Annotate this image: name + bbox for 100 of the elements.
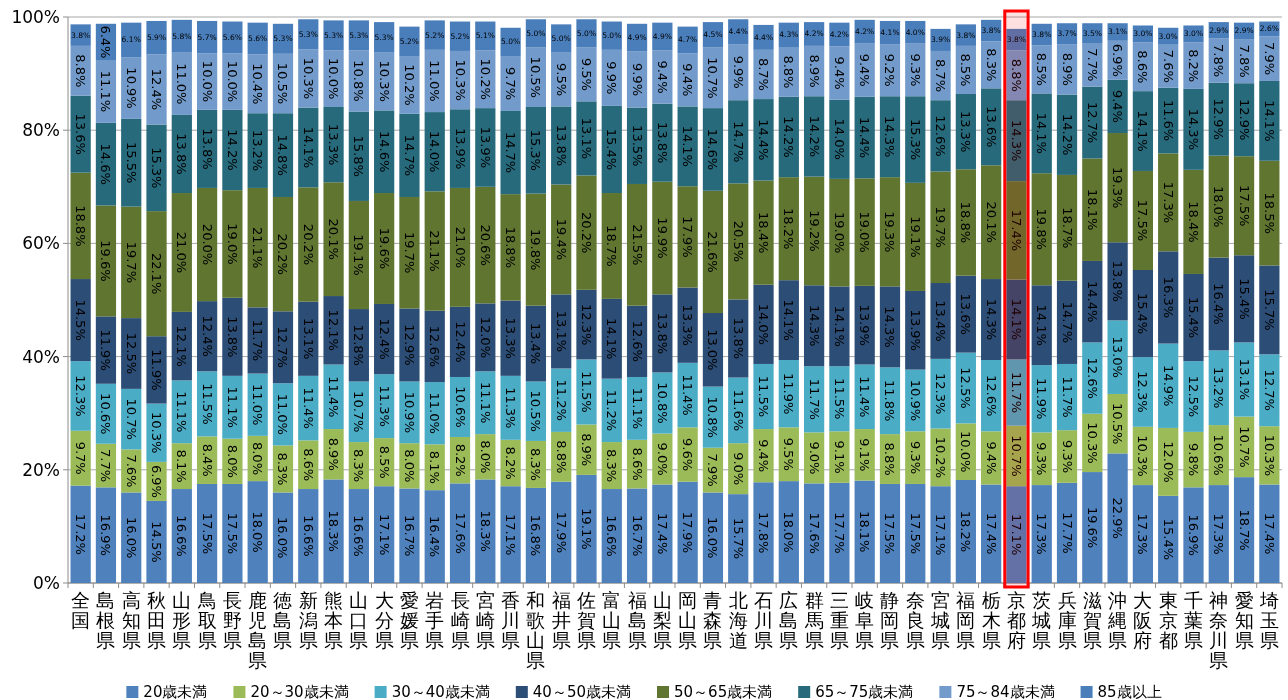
data-label: 17.5% bbox=[1236, 185, 1252, 227]
bar bbox=[677, 186, 698, 288]
data-label: 14.6% bbox=[98, 143, 114, 185]
x-tick-label: 山形県 bbox=[172, 589, 192, 651]
data-label: 14.1% bbox=[300, 126, 316, 169]
x-tick-label: 奈良県 bbox=[905, 589, 925, 651]
bar bbox=[905, 182, 926, 291]
data-label: 17.6% bbox=[452, 512, 468, 554]
data-label: 16.6% bbox=[604, 515, 620, 557]
data-label: 18.1% bbox=[1084, 189, 1100, 231]
data-label: 16.6% bbox=[351, 515, 367, 557]
data-label: 16.0% bbox=[705, 517, 721, 559]
data-label: 8.9% bbox=[1059, 52, 1075, 86]
bar bbox=[1006, 486, 1027, 583]
data-label: 8.7% bbox=[756, 57, 772, 91]
x-tick-label: 滋賀県 bbox=[1082, 589, 1102, 651]
data-label: 18.0% bbox=[250, 511, 266, 553]
bar bbox=[576, 101, 597, 176]
bar bbox=[1107, 453, 1128, 583]
bar bbox=[222, 190, 243, 298]
bar bbox=[121, 206, 142, 319]
bar bbox=[702, 190, 724, 314]
data-label: 9.7% bbox=[73, 441, 89, 475]
data-label: 10.0% bbox=[958, 431, 974, 473]
data-label: 19.1% bbox=[907, 216, 923, 258]
data-label: 21.1% bbox=[427, 230, 443, 272]
bar bbox=[829, 482, 850, 583]
bar bbox=[374, 486, 395, 583]
bar bbox=[829, 366, 850, 432]
bar bbox=[1006, 100, 1027, 182]
data-label: 13.8% bbox=[730, 317, 746, 360]
data-label: 18.0% bbox=[781, 511, 797, 553]
data-label: 9.9% bbox=[730, 55, 746, 89]
data-label: 9.4% bbox=[654, 60, 670, 94]
bar bbox=[1183, 169, 1204, 274]
data-label: 13.0% bbox=[705, 329, 721, 371]
data-label: 14.4% bbox=[1084, 281, 1100, 323]
data-label: 8.3% bbox=[351, 449, 367, 483]
data-label: 12.4% bbox=[376, 318, 392, 360]
bar bbox=[500, 56, 521, 111]
data-label: 19.0% bbox=[857, 211, 873, 253]
data-label: 11.9% bbox=[98, 329, 114, 371]
data-label: 8.4% bbox=[199, 443, 215, 477]
bar bbox=[399, 113, 420, 197]
data-label: 11.7% bbox=[806, 378, 822, 420]
data-label: 17.3% bbox=[1160, 181, 1176, 224]
data-label: 8.1% bbox=[427, 450, 443, 484]
data-label: 14.7% bbox=[503, 131, 519, 174]
data-label: 13.6% bbox=[958, 293, 974, 335]
x-tick-label: 岩手県 bbox=[425, 589, 445, 651]
data-label: 19.6% bbox=[98, 240, 114, 282]
bar bbox=[576, 19, 597, 48]
bar bbox=[500, 486, 521, 583]
data-label: 10.3% bbox=[1084, 422, 1100, 464]
bar bbox=[424, 191, 445, 311]
x-tick-label: 岐阜県 bbox=[855, 589, 875, 651]
data-label: 13.8% bbox=[1110, 260, 1126, 302]
data-label: 11.1% bbox=[477, 382, 493, 424]
bar bbox=[146, 20, 167, 55]
data-label: 12.8% bbox=[351, 324, 367, 366]
data-label: 12.9% bbox=[1211, 98, 1227, 140]
x-tick-label: 広島県 bbox=[779, 589, 799, 651]
data-label: 17.4% bbox=[1008, 209, 1024, 252]
bar bbox=[879, 483, 901, 583]
bar bbox=[930, 358, 951, 429]
data-label: 9.1% bbox=[857, 438, 873, 472]
data-label: 19.2% bbox=[806, 210, 822, 252]
bar bbox=[323, 20, 344, 51]
data-label: 17.1% bbox=[503, 513, 519, 556]
bar bbox=[753, 284, 774, 364]
x-tick-label: 岡山県 bbox=[678, 589, 698, 651]
data-label: 18.8% bbox=[958, 201, 974, 244]
data-label: 13.8% bbox=[199, 128, 215, 170]
data-label: 17.2% bbox=[73, 513, 89, 555]
data-label: 19.3% bbox=[882, 211, 898, 253]
data-label: 17.8% bbox=[756, 511, 772, 554]
data-label: 11.1% bbox=[98, 70, 114, 113]
bar bbox=[399, 308, 420, 382]
x-tick-label: 京都府 bbox=[1006, 589, 1026, 651]
data-label: 12.9% bbox=[1236, 99, 1252, 141]
bar bbox=[905, 483, 926, 583]
y-tick-label: 20% bbox=[22, 459, 60, 480]
data-label: 12.4% bbox=[149, 68, 165, 111]
bar bbox=[196, 483, 218, 583]
bar bbox=[829, 431, 850, 483]
x-tick-label: 沖縄県 bbox=[1107, 589, 1128, 651]
data-label: 8.2% bbox=[503, 446, 519, 480]
x-tick-label: 香川県 bbox=[501, 589, 521, 651]
bar bbox=[576, 289, 597, 360]
data-label: 10.2% bbox=[477, 58, 493, 100]
data-label: 10.3% bbox=[149, 412, 165, 454]
bar bbox=[930, 100, 951, 172]
x-tick-label: 石川県 bbox=[754, 589, 774, 651]
data-label: 13.4% bbox=[528, 322, 544, 365]
data-label: 12.7% bbox=[1261, 369, 1277, 411]
data-label: 14.3% bbox=[983, 298, 999, 341]
data-label: 8.6% bbox=[1135, 50, 1151, 84]
bar bbox=[1233, 156, 1255, 256]
data-label: 11.3% bbox=[503, 387, 519, 429]
data-label: 11.3% bbox=[376, 385, 392, 427]
